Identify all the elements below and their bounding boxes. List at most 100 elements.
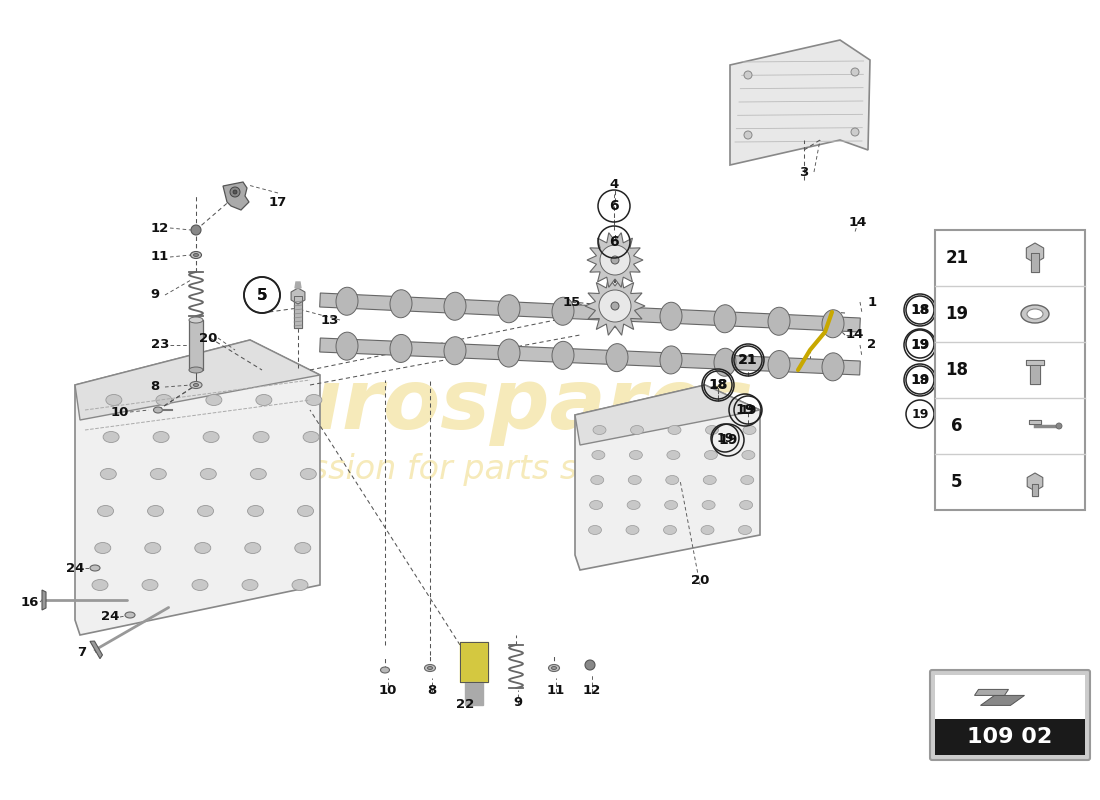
Circle shape xyxy=(744,71,752,79)
Polygon shape xyxy=(1026,243,1044,263)
Text: 18: 18 xyxy=(708,378,728,392)
Ellipse shape xyxy=(145,542,161,554)
Ellipse shape xyxy=(295,542,311,554)
Text: 13: 13 xyxy=(321,314,339,326)
Text: 2: 2 xyxy=(868,338,877,351)
Circle shape xyxy=(851,128,859,136)
Ellipse shape xyxy=(660,302,682,330)
Polygon shape xyxy=(460,642,488,682)
Ellipse shape xyxy=(740,475,754,485)
FancyBboxPatch shape xyxy=(935,230,1085,510)
Ellipse shape xyxy=(626,526,639,534)
FancyBboxPatch shape xyxy=(935,675,1085,719)
Text: 8: 8 xyxy=(428,683,437,697)
Ellipse shape xyxy=(204,431,219,442)
Ellipse shape xyxy=(153,431,169,442)
Ellipse shape xyxy=(154,407,163,413)
Text: 12: 12 xyxy=(583,683,601,697)
Text: 19: 19 xyxy=(716,431,734,445)
Text: 20: 20 xyxy=(199,331,217,345)
Ellipse shape xyxy=(253,431,270,442)
Ellipse shape xyxy=(189,367,204,373)
Text: eurospares: eurospares xyxy=(227,365,754,446)
Ellipse shape xyxy=(428,666,432,670)
Ellipse shape xyxy=(663,526,676,534)
Polygon shape xyxy=(295,282,301,288)
Text: 6: 6 xyxy=(609,235,619,249)
Text: 18: 18 xyxy=(946,361,968,379)
Text: 19: 19 xyxy=(911,407,928,421)
Polygon shape xyxy=(975,690,1009,695)
Text: 11: 11 xyxy=(547,683,565,697)
Ellipse shape xyxy=(190,382,202,389)
Ellipse shape xyxy=(306,394,322,406)
Text: 14: 14 xyxy=(849,215,867,229)
Text: 20: 20 xyxy=(691,574,710,586)
Text: 3: 3 xyxy=(800,166,808,178)
Ellipse shape xyxy=(189,317,204,323)
Ellipse shape xyxy=(702,501,715,510)
Text: 21: 21 xyxy=(738,353,758,367)
Ellipse shape xyxy=(142,579,158,590)
Circle shape xyxy=(191,225,201,235)
Ellipse shape xyxy=(242,579,258,590)
Text: 23: 23 xyxy=(151,338,169,351)
Ellipse shape xyxy=(714,348,736,376)
Text: 19: 19 xyxy=(718,433,738,447)
Ellipse shape xyxy=(190,251,201,258)
Ellipse shape xyxy=(251,469,266,479)
Ellipse shape xyxy=(739,501,752,510)
Ellipse shape xyxy=(549,665,560,671)
Polygon shape xyxy=(223,182,249,210)
Ellipse shape xyxy=(444,292,466,320)
Ellipse shape xyxy=(103,431,119,442)
Ellipse shape xyxy=(627,501,640,510)
Circle shape xyxy=(851,68,859,76)
Ellipse shape xyxy=(822,353,844,381)
FancyBboxPatch shape xyxy=(935,719,1085,755)
Text: 19: 19 xyxy=(739,403,757,417)
Text: a passion for parts since 1985: a passion for parts since 1985 xyxy=(238,454,743,486)
Text: 7: 7 xyxy=(77,646,87,658)
Ellipse shape xyxy=(551,666,557,670)
Polygon shape xyxy=(75,340,320,420)
Ellipse shape xyxy=(194,383,198,386)
Ellipse shape xyxy=(498,294,520,322)
Ellipse shape xyxy=(668,426,681,434)
Circle shape xyxy=(1056,423,1062,429)
Ellipse shape xyxy=(198,506,213,517)
Text: 21: 21 xyxy=(739,354,757,366)
Polygon shape xyxy=(75,340,320,635)
Text: 22: 22 xyxy=(455,698,474,710)
Ellipse shape xyxy=(498,339,520,367)
Text: 9: 9 xyxy=(514,695,522,709)
Text: 19: 19 xyxy=(911,373,930,387)
Ellipse shape xyxy=(151,469,166,479)
Bar xyxy=(189,320,204,370)
Text: 24: 24 xyxy=(101,610,119,623)
Polygon shape xyxy=(320,338,860,375)
Text: 24: 24 xyxy=(66,562,85,574)
Ellipse shape xyxy=(390,334,412,362)
Text: 6: 6 xyxy=(952,417,962,435)
Text: 17: 17 xyxy=(268,195,287,209)
Ellipse shape xyxy=(742,426,756,434)
Circle shape xyxy=(600,290,631,322)
Polygon shape xyxy=(42,590,46,610)
Ellipse shape xyxy=(256,394,272,406)
Ellipse shape xyxy=(768,307,790,335)
Circle shape xyxy=(600,245,630,275)
Ellipse shape xyxy=(206,394,222,406)
Text: 5: 5 xyxy=(256,287,267,302)
Ellipse shape xyxy=(336,332,358,360)
Polygon shape xyxy=(1032,484,1038,496)
Ellipse shape xyxy=(90,565,100,571)
Ellipse shape xyxy=(768,350,790,378)
Ellipse shape xyxy=(591,475,604,485)
Ellipse shape xyxy=(292,579,308,590)
Ellipse shape xyxy=(667,450,680,459)
Ellipse shape xyxy=(704,450,717,459)
Polygon shape xyxy=(294,296,302,328)
Text: 1: 1 xyxy=(868,295,877,309)
Text: 4: 4 xyxy=(609,178,618,191)
